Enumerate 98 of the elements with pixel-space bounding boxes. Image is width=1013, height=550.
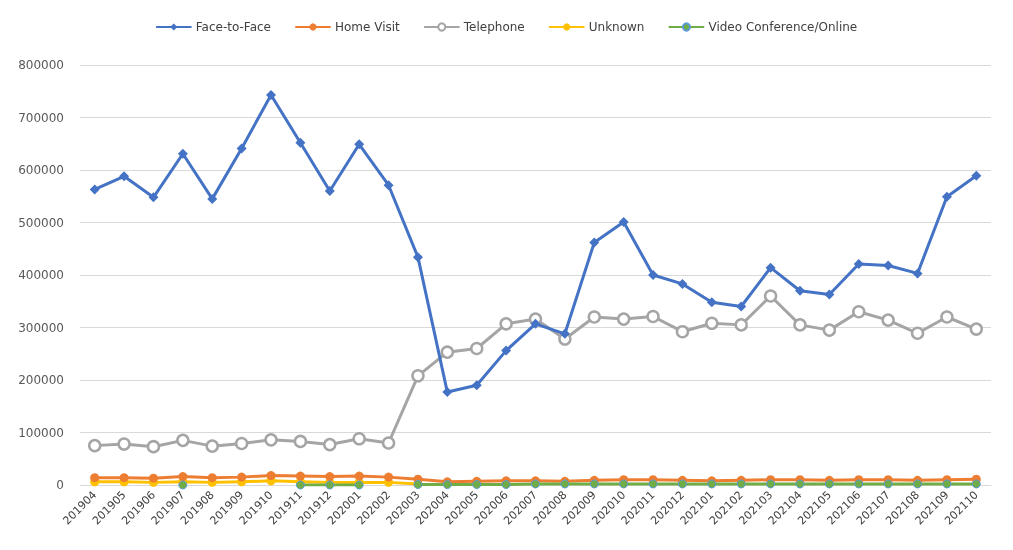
point bbox=[824, 289, 835, 300]
point bbox=[384, 472, 394, 482]
point bbox=[677, 278, 688, 289]
legend-label: Video Conference/Online bbox=[708, 20, 858, 34]
point bbox=[146, 439, 161, 454]
y-tick-label: 600000 bbox=[18, 163, 64, 177]
point bbox=[913, 479, 923, 489]
point bbox=[736, 301, 747, 312]
point bbox=[619, 479, 629, 489]
y-tick-label: 500000 bbox=[18, 215, 64, 230]
point bbox=[440, 345, 455, 359]
point bbox=[675, 324, 690, 339]
y-tick-label: 700000 bbox=[18, 110, 64, 125]
legend-label: Home Visit bbox=[334, 20, 401, 34]
point bbox=[763, 289, 778, 303]
point bbox=[618, 216, 629, 227]
point bbox=[881, 313, 895, 327]
point bbox=[971, 170, 982, 181]
point bbox=[912, 268, 923, 279]
point bbox=[822, 323, 837, 337]
point bbox=[469, 341, 484, 356]
y-tick-label: 400000 bbox=[18, 268, 64, 282]
point bbox=[471, 380, 482, 391]
point bbox=[87, 438, 102, 453]
point bbox=[648, 270, 659, 280]
point bbox=[648, 479, 658, 489]
point bbox=[589, 479, 599, 489]
point bbox=[207, 193, 218, 204]
point bbox=[499, 317, 513, 331]
point bbox=[178, 472, 188, 482]
point bbox=[207, 473, 217, 483]
point bbox=[381, 436, 396, 450]
point bbox=[765, 262, 776, 273]
point bbox=[501, 345, 512, 356]
point bbox=[323, 437, 337, 452]
point bbox=[795, 479, 805, 489]
point bbox=[352, 432, 366, 446]
point bbox=[264, 433, 278, 447]
point bbox=[616, 312, 631, 326]
point bbox=[824, 479, 834, 489]
point bbox=[793, 318, 807, 332]
point bbox=[940, 310, 954, 324]
point bbox=[530, 318, 541, 329]
point bbox=[266, 471, 276, 481]
point bbox=[90, 473, 100, 483]
point bbox=[853, 258, 864, 269]
y-tick-label: 800000 bbox=[18, 58, 64, 72]
point bbox=[559, 328, 570, 339]
point bbox=[117, 437, 131, 451]
point bbox=[442, 387, 453, 398]
point bbox=[295, 471, 305, 481]
y-tick-label: 0 bbox=[56, 478, 64, 492]
point bbox=[383, 180, 394, 191]
point bbox=[354, 139, 365, 150]
point bbox=[354, 471, 364, 481]
point bbox=[587, 310, 602, 324]
legend-label: Face-to-Face bbox=[195, 20, 271, 34]
point bbox=[766, 479, 776, 489]
point bbox=[266, 89, 277, 100]
y-tick-label: 100000 bbox=[18, 425, 64, 440]
point bbox=[589, 237, 600, 248]
point bbox=[705, 316, 719, 331]
point bbox=[205, 439, 219, 453]
point bbox=[412, 252, 423, 263]
point bbox=[706, 297, 717, 308]
point bbox=[236, 143, 247, 154]
point bbox=[177, 148, 188, 159]
point bbox=[119, 473, 129, 483]
point bbox=[295, 137, 306, 148]
point bbox=[119, 171, 130, 182]
point bbox=[971, 479, 981, 489]
point bbox=[883, 260, 894, 271]
point bbox=[794, 285, 805, 296]
point bbox=[237, 472, 247, 482]
legend-label: Telephone bbox=[462, 20, 525, 34]
point bbox=[176, 433, 190, 448]
point bbox=[148, 473, 158, 483]
point bbox=[677, 479, 687, 489]
point bbox=[734, 318, 748, 332]
y-tick-label: 300000 bbox=[18, 320, 64, 335]
point bbox=[854, 479, 864, 489]
point bbox=[411, 369, 425, 383]
y-tick-label: 200000 bbox=[18, 373, 64, 387]
legend-label: Unknown bbox=[588, 20, 645, 34]
point bbox=[325, 472, 335, 482]
point bbox=[293, 434, 308, 449]
point bbox=[852, 305, 866, 319]
point bbox=[89, 184, 100, 195]
point bbox=[910, 326, 925, 341]
point bbox=[324, 186, 335, 196]
point bbox=[148, 192, 159, 203]
point bbox=[941, 191, 952, 202]
point bbox=[646, 309, 660, 324]
point bbox=[736, 479, 746, 489]
point bbox=[883, 479, 893, 489]
point bbox=[234, 436, 249, 451]
point bbox=[969, 322, 984, 336]
point bbox=[942, 479, 952, 489]
